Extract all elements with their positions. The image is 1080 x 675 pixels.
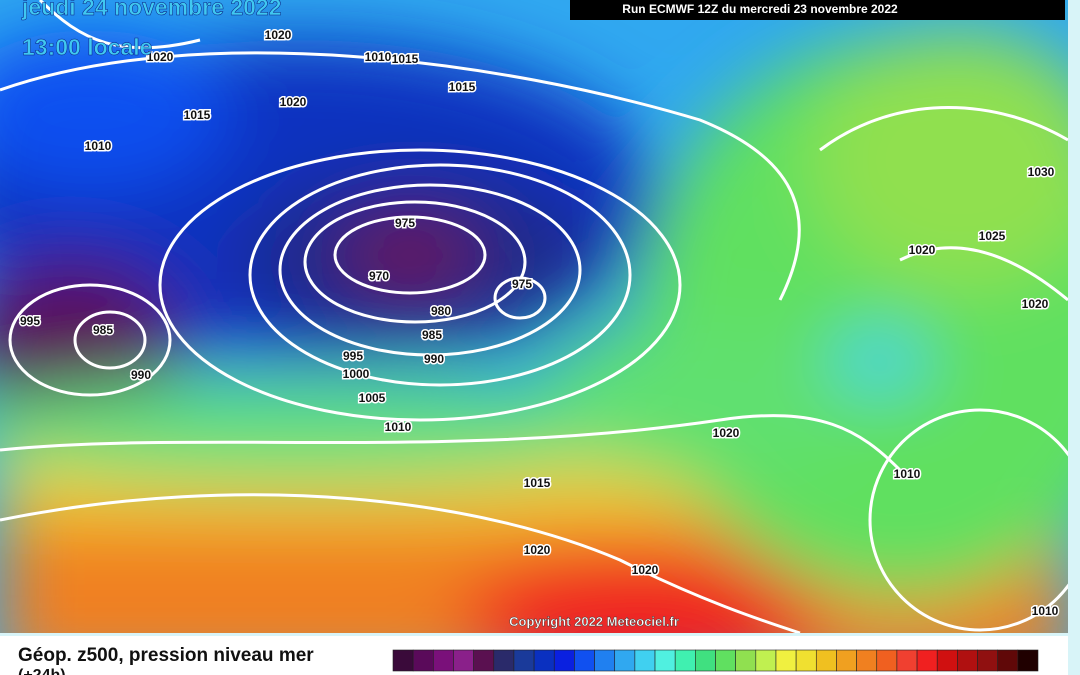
color-swatch <box>856 649 878 672</box>
isobar-label: 1020 <box>909 243 936 257</box>
isobars <box>0 0 1068 633</box>
color-swatch <box>412 649 434 672</box>
isobar-label: 1020 <box>632 563 659 577</box>
isobar-label: 1030 <box>1028 165 1055 179</box>
isobar-label: 995 <box>343 349 363 363</box>
isobar-label: 985 <box>422 328 442 342</box>
color-swatch <box>392 649 414 672</box>
color-swatch <box>553 649 575 672</box>
isobar-label: 1015 <box>524 476 551 490</box>
run-box <box>570 0 1065 20</box>
color-swatch <box>775 649 797 672</box>
isobar-label: 990 <box>131 368 151 382</box>
isobar-label: 975 <box>512 277 532 291</box>
color-swatch <box>715 649 736 672</box>
date: jeudi 24 novembre 2022 <box>21 0 282 20</box>
isobar-label: 1010 <box>1032 604 1059 618</box>
isobar-label: 970 <box>369 269 389 283</box>
isobar-label: 1015 <box>392 52 419 66</box>
legend-subtitle: (+24h) <box>18 667 66 675</box>
isobar-label: 975 <box>395 216 415 230</box>
copyright: Copyright 2022 Meteociel.fr <box>509 614 679 629</box>
isobar-label: 1020 <box>265 28 292 42</box>
color-swatch <box>1017 649 1039 672</box>
isobar-label: 1015 <box>184 108 211 122</box>
color-swatch <box>876 649 898 672</box>
color-swatch <box>513 649 535 672</box>
isobar-label: 1005 <box>359 391 386 405</box>
time: 13:00 locale <box>22 34 152 60</box>
isobar-label: 1010 <box>85 139 112 153</box>
isobar-label: 1010 <box>894 467 921 481</box>
color-swatch <box>695 649 716 672</box>
color-swatch <box>896 649 918 672</box>
isobar-label: 1025 <box>979 229 1006 243</box>
isobar-label: 995 <box>20 314 40 328</box>
isobar-label: 1010 <box>385 420 412 434</box>
color-swatch <box>473 649 495 672</box>
isobar-label: 990 <box>424 352 444 366</box>
color-swatch <box>574 649 595 672</box>
isobar-label: 1020 <box>1022 297 1049 311</box>
color-swatch <box>614 649 636 672</box>
isobar-label: 1010 <box>365 50 392 64</box>
color-swatch <box>977 649 998 672</box>
color-swatch <box>433 649 454 672</box>
isobar-label: 1020 <box>524 543 551 557</box>
color-swatch <box>493 649 515 672</box>
color-swatch <box>654 649 676 672</box>
color-swatch <box>453 649 474 672</box>
color-swatch <box>916 649 938 672</box>
color-swatch <box>936 649 958 672</box>
color-swatch <box>674 649 696 672</box>
isobar-label: 1020 <box>280 95 307 109</box>
legend-title: Géop. z500, pression niveau mer <box>18 645 314 666</box>
color-swatch <box>634 649 656 672</box>
isobar-label: 1015 <box>449 80 476 94</box>
isobar-label: 980 <box>431 304 451 318</box>
color-swatch <box>533 649 555 672</box>
isobar-label: 985 <box>93 323 113 337</box>
color-swatch <box>755 649 777 672</box>
isobar-label: 1000 <box>343 367 370 381</box>
color-swatch <box>594 649 616 672</box>
isobar-label: 1020 <box>713 426 740 440</box>
colorbar <box>392 649 1039 672</box>
color-swatch <box>795 649 817 672</box>
color-swatch <box>836 649 857 672</box>
run-info: Run ECMWF 12Z du mercredi 23 novembre 20… <box>622 2 898 16</box>
isobar-label: 1020 <box>147 50 174 64</box>
color-swatch <box>815 649 837 672</box>
color-swatch <box>735 649 757 672</box>
color-swatch <box>957 649 978 672</box>
color-swatch <box>997 649 1019 672</box>
